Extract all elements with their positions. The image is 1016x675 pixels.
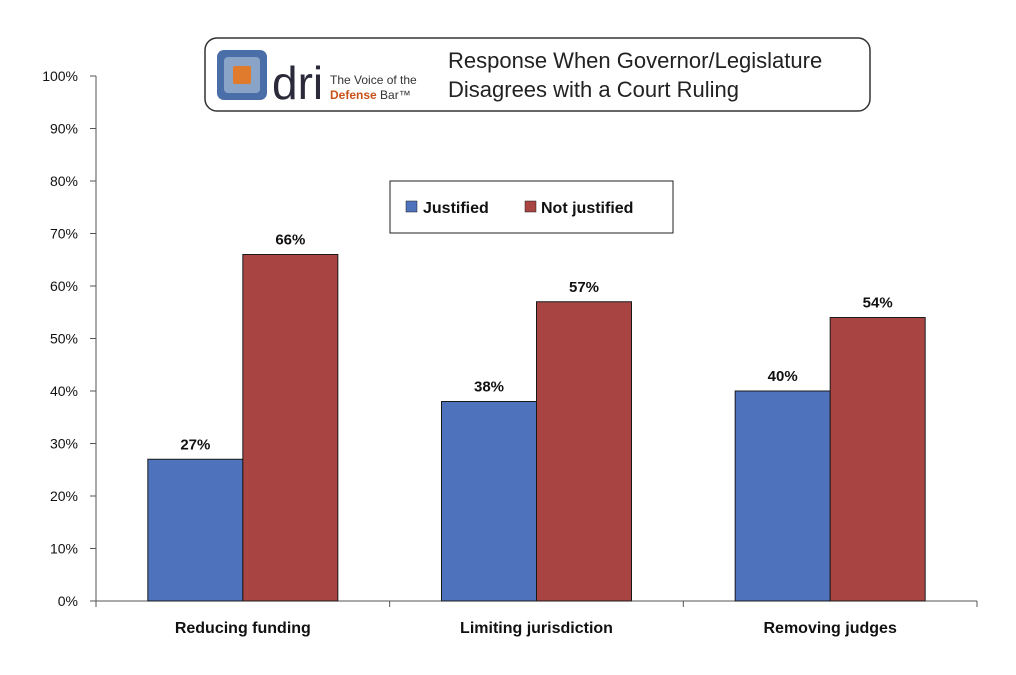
legend-swatch-justified xyxy=(405,200,418,213)
x-category-label: Removing judges xyxy=(763,620,896,637)
bar-value-label: 40% xyxy=(768,368,798,385)
dri-logo: dri The Voice of the Defense Bar™ xyxy=(217,50,417,109)
x-category-label: Limiting jurisdiction xyxy=(460,620,613,637)
bar-not-justified xyxy=(536,301,632,602)
logo-tagline-accent: Defense xyxy=(330,88,377,102)
y-tick-label: 70% xyxy=(50,226,78,242)
bar-value-label: 66% xyxy=(275,232,305,249)
logo-tagline-line2: Defense Bar™ xyxy=(330,88,411,102)
legend-label-not-justified: Not justified xyxy=(541,200,633,217)
y-tick-label: 10% xyxy=(50,541,78,557)
y-tick-label: 0% xyxy=(58,593,78,609)
y-tick-label: 40% xyxy=(50,383,78,399)
logo-wordmark: dri xyxy=(272,57,323,109)
legend-label-justified: Justified xyxy=(423,200,489,217)
bar-value-label: 27% xyxy=(180,436,210,453)
logo-tagline-line1: The Voice of the xyxy=(330,73,417,87)
legend: Justified Not justified xyxy=(389,180,674,234)
y-tick-label: 50% xyxy=(50,331,78,347)
bar-value-label: 57% xyxy=(569,279,599,296)
data-labels: 27% 66% 38% 57% 40% 54% xyxy=(180,232,892,454)
bar-value-label: 38% xyxy=(474,379,504,396)
y-tick-label: 80% xyxy=(50,173,78,189)
y-tick-label: 20% xyxy=(50,488,78,504)
bar-justified xyxy=(147,458,244,602)
bar-justified xyxy=(734,390,831,602)
bar-value-label: 54% xyxy=(863,295,893,312)
chart-title-line1: Response When Governor/Legislature xyxy=(448,48,822,73)
y-tick-label: 90% xyxy=(50,121,78,137)
title-box: dri The Voice of the Defense Bar™ Respon… xyxy=(204,37,871,112)
x-category-label: Reducing funding xyxy=(175,620,311,637)
bar-not-justified xyxy=(829,317,926,602)
bar-not-justified xyxy=(242,254,339,602)
bars xyxy=(147,254,926,602)
y-tick-label: 60% xyxy=(50,278,78,294)
legend-swatch-not-justified xyxy=(524,200,537,213)
y-tick-label: 30% xyxy=(50,436,78,452)
logo-tagline-rest: Bar™ xyxy=(377,88,411,102)
y-tick-label: 100% xyxy=(42,68,78,84)
chart-title-line2: Disagrees with a Court Ruling xyxy=(448,77,739,102)
bar-justified xyxy=(441,401,537,602)
